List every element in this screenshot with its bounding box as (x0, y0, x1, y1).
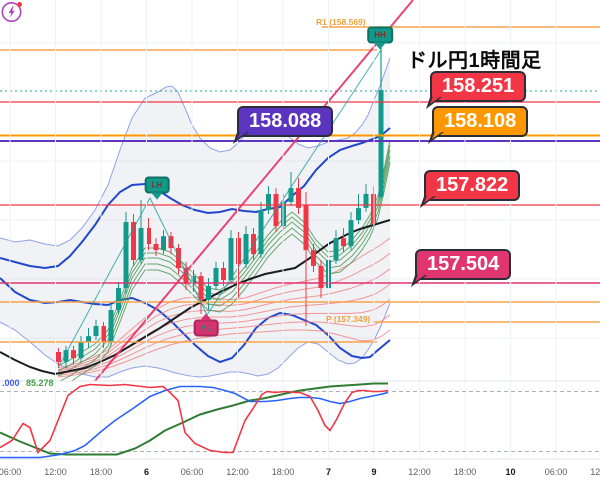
price-callout-158.088[interactable]: 158.088 (233, 106, 334, 144)
candle (318, 260, 324, 298)
callout-tail-fill (430, 97, 440, 104)
trend-line[interactable] (94, 0, 414, 381)
candle (288, 172, 294, 207)
candle (266, 185, 271, 215)
candle (236, 231, 241, 298)
candle (93, 319, 99, 340)
candle (153, 238, 159, 257)
price-callout-158.251[interactable]: 158.251 (426, 71, 527, 109)
time-axis-label-18:00: 18:00 (271, 467, 295, 477)
marker-tail (374, 42, 386, 50)
candle (131, 214, 136, 266)
candle (101, 322, 106, 348)
oscillator-red-line (0, 383, 389, 454)
candle (363, 184, 369, 212)
time-axis-label-12:00: 12:00 (44, 467, 67, 477)
marker-tail (199, 313, 212, 321)
price-callout-157.822[interactable]: 157.822 (420, 170, 521, 208)
candle (123, 211, 129, 294)
callout-tail-fill (424, 196, 434, 203)
zigzag-line[interactable] (57, 49, 382, 369)
candle (341, 228, 346, 253)
candle (116, 281, 121, 315)
pivot-level-label: R1 (158.569) (316, 17, 366, 27)
lightning-bolt-glyph (8, 6, 15, 18)
callout-tail-fill (432, 132, 442, 139)
candle (296, 177, 301, 215)
oscillator-value-blue: .000 (2, 378, 20, 388)
candle (78, 335, 84, 362)
pivot-level-label: P (157.349) (326, 314, 371, 324)
swing-marker-lh[interactable]: LH (144, 176, 170, 200)
time-axis-label-06:00: 06:00 (544, 467, 568, 477)
candle (228, 230, 234, 285)
candle (221, 261, 226, 286)
price-callout-157.504[interactable]: 157.504 (411, 249, 512, 287)
candle (303, 192, 309, 327)
candle (71, 345, 76, 365)
candle (243, 226, 249, 269)
candle (213, 261, 219, 290)
time-axis-label-9: 9 (371, 467, 377, 477)
candle (161, 230, 166, 255)
candle (176, 243, 181, 274)
time-axis-label-10: 10 (505, 467, 516, 477)
time-axis-label-18:00: 18:00 (89, 467, 113, 477)
candle (183, 261, 189, 290)
oscillator-green-line (0, 382, 388, 456)
candle (138, 199, 144, 265)
callout-tail-fill (237, 132, 247, 139)
chart-title-text-drawing[interactable]: ドル円1時間足 (407, 50, 542, 72)
candle (108, 304, 114, 346)
callout-tail-fill (415, 275, 425, 282)
time-axis-label-06:00: 06:00 (180, 467, 204, 477)
notification-dot (17, 2, 22, 7)
price-callout-158.108[interactable]: 158.108 (428, 106, 529, 144)
candle (146, 218, 151, 251)
swing-marker-hh[interactable]: HH (367, 26, 393, 50)
candle (333, 230, 339, 265)
oscillator-value-green: 85.278 (26, 378, 54, 388)
candle (356, 193, 361, 225)
time-axis-label-12:00: 12:00 (408, 467, 431, 477)
swing-marker-hl[interactable]: HL (193, 313, 219, 337)
candle (63, 345, 69, 369)
candle (348, 212, 354, 251)
candle (86, 327, 91, 348)
candle (198, 272, 204, 315)
flash-icon[interactable] (0, 0, 24, 24)
time-axis-label-7: 7 (325, 467, 332, 477)
time-axis-label-12:00: 12:00 (590, 467, 600, 477)
candle (311, 243, 316, 273)
candle (56, 347, 61, 369)
time-axis-label-12:00: 12:00 (226, 467, 249, 477)
marker-tail (150, 192, 163, 200)
time-axis-label-18:00: 18:00 (453, 467, 477, 477)
time-axis-label-6: 6 (143, 467, 150, 477)
oscillator-blue-line (0, 385, 389, 459)
time-axis-label-06:00: 06:00 (0, 467, 22, 477)
